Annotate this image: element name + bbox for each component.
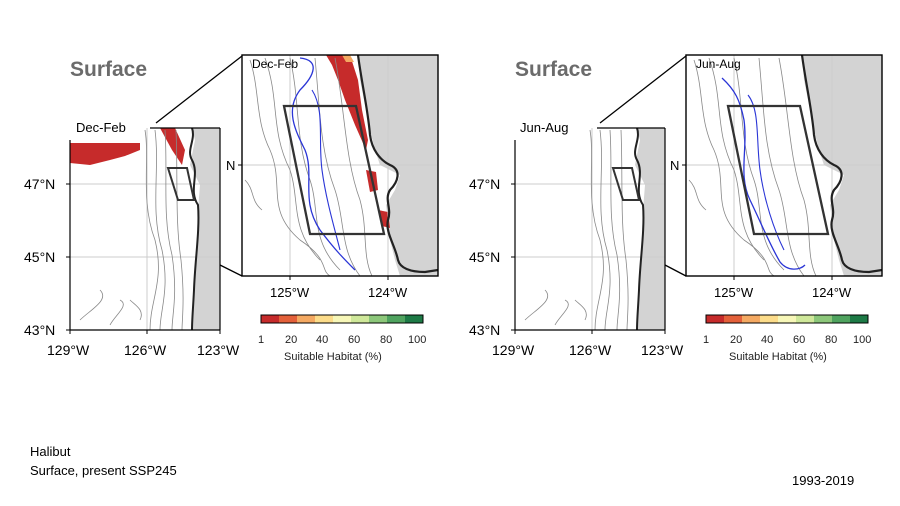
lat-tick: 43°N (469, 322, 501, 338)
study-area-box (726, 104, 830, 236)
colorbar-label: Suitable Habitat (%) (284, 351, 382, 363)
colorbar-tick: 40 (761, 334, 774, 346)
inset-lat-tick: N (226, 158, 236, 173)
inset-lat-tick: N (670, 158, 680, 173)
lon-tick: 123°W (197, 342, 240, 358)
colorbar-tick: 100 (408, 334, 427, 346)
habitat-patch (342, 55, 354, 62)
inset-lon-tick: 125°W (714, 285, 754, 300)
main-map (66, 127, 221, 334)
lon-tick: 126°W (124, 342, 167, 358)
inset-lon-tick: 125°W (270, 285, 310, 300)
colorbar-tick: 1 (703, 334, 710, 346)
habitat-patch (160, 128, 185, 165)
inset-lon-tick: 124°W (812, 285, 852, 300)
period-label: 1993-2019 (792, 473, 855, 488)
land-area (635, 128, 665, 330)
lat-tick: 47°N (24, 176, 56, 192)
footer-caption: Halibut Surface, present SSP245 (30, 442, 177, 480)
colorbar (705, 314, 869, 324)
lat-tick: 45°N (469, 249, 501, 265)
lat-tick: 43°N (24, 322, 56, 338)
colorbar-tick: 1 (258, 334, 265, 346)
scenario-label: Surface, present SSP245 (30, 463, 177, 478)
colorbar-tick: 20 (285, 334, 298, 346)
colorbar-tick: 60 (348, 334, 361, 346)
inset-season-label: Dec-Feb (252, 57, 299, 71)
colorbar-tick: 100 (853, 334, 872, 346)
lon-tick: 123°W (641, 342, 684, 358)
colorbar (260, 314, 424, 324)
main-map-season-label: Jun-Aug (520, 120, 569, 135)
study-area-box (166, 167, 196, 201)
inset-map (682, 54, 883, 280)
lon-tick: 129°W (47, 342, 90, 358)
coastline (800, 54, 883, 274)
colorbar-tick: 80 (825, 334, 838, 346)
species-label: Halibut (30, 444, 71, 459)
land-area (190, 128, 220, 330)
lat-tick: 47°N (469, 176, 501, 192)
coastline (356, 54, 439, 274)
colorbar-tick: 60 (793, 334, 806, 346)
coastline (189, 127, 200, 331)
study-area-box (611, 167, 641, 201)
lon-tick: 126°W (569, 342, 612, 358)
coastline (634, 127, 645, 331)
main-map (511, 127, 666, 334)
colorbar-label: Suitable Habitat (%) (729, 351, 827, 363)
depth-label: Surface (70, 58, 148, 81)
inset-lon-tick: 124°W (368, 285, 408, 300)
colorbar-tick: 20 (730, 334, 743, 346)
inset-season-label: Jun-Aug (696, 57, 741, 71)
habitat-patch (326, 55, 368, 150)
depth-label: Surface (515, 58, 593, 81)
lon-tick: 129°W (492, 342, 535, 358)
colorbar-tick: 40 (316, 334, 329, 346)
inset-map (238, 54, 439, 280)
study-area-box (282, 104, 386, 236)
main-map-season-label: Dec-Feb (76, 120, 126, 135)
habitat-patch (70, 143, 140, 165)
lat-tick: 45°N (24, 249, 56, 265)
colorbar-tick: 80 (380, 334, 393, 346)
